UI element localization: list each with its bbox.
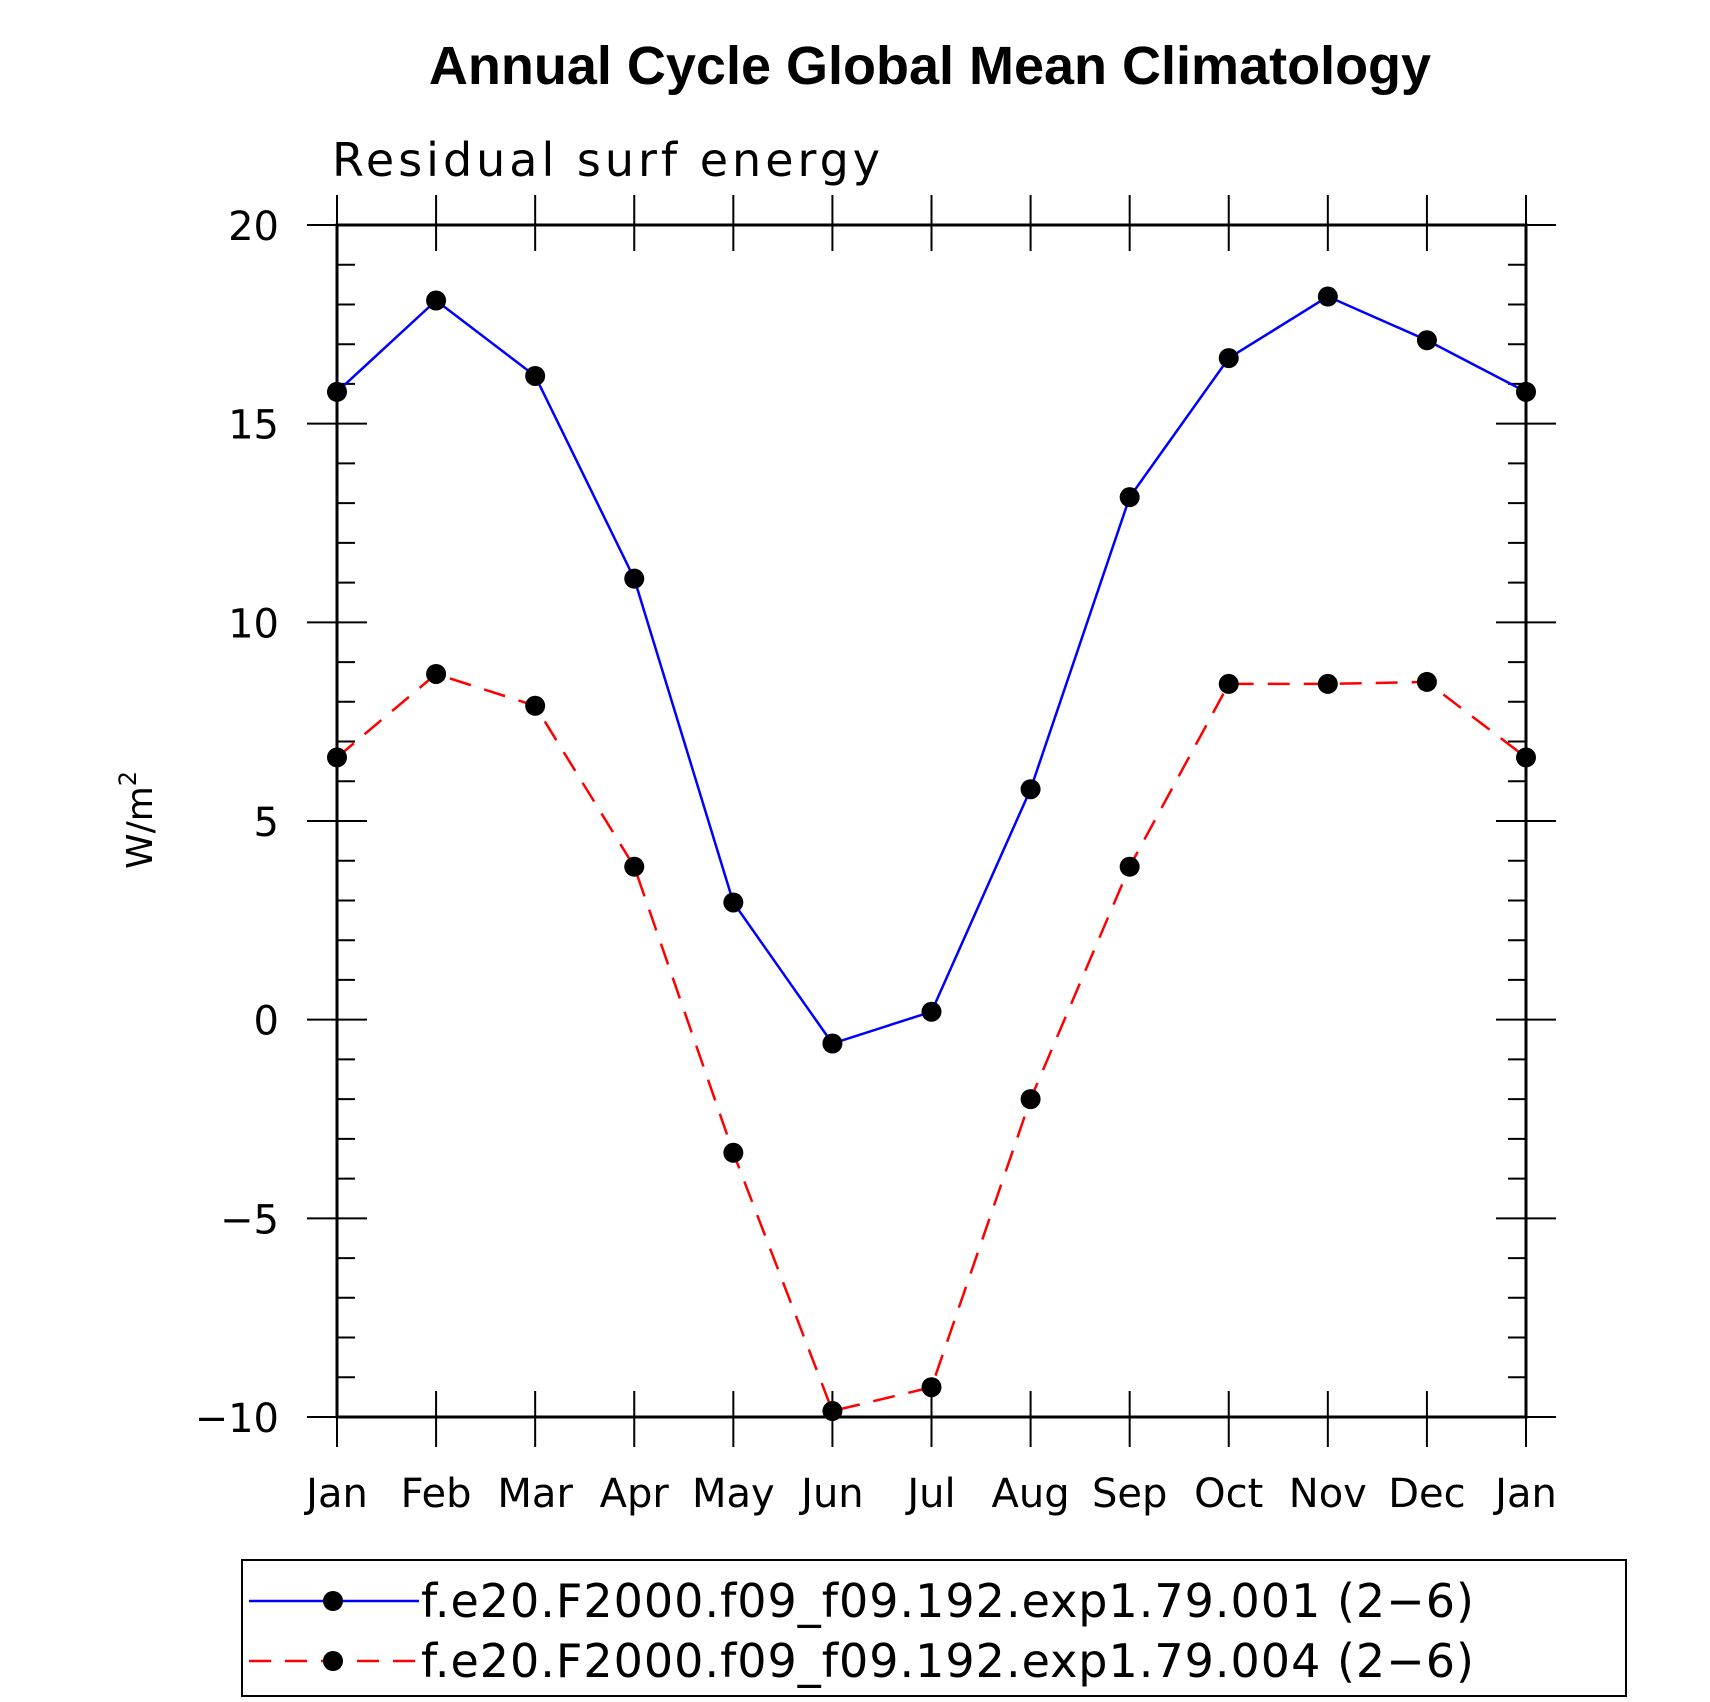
chart-subtitle: Residual surf energy bbox=[332, 133, 884, 187]
data-point bbox=[1020, 779, 1041, 800]
data-point bbox=[327, 381, 347, 402]
y-tick-label: −10 bbox=[195, 1396, 279, 1442]
y-tick-label: 5 bbox=[254, 800, 279, 846]
legend: f.e20.F2000.f09_f09.192.exp1.79.001 (2−6… bbox=[241, 1559, 1627, 1697]
legend-marker bbox=[323, 1591, 343, 1611]
y-tick-label: 20 bbox=[228, 204, 279, 250]
data-point bbox=[723, 1142, 744, 1163]
data-point bbox=[1317, 286, 1338, 307]
data-point bbox=[1416, 671, 1437, 692]
x-tick-label: Mar bbox=[497, 1471, 573, 1517]
data-point bbox=[723, 892, 744, 913]
series-line bbox=[336, 295, 1527, 1045]
data-point bbox=[624, 568, 645, 589]
y-tick-label: −5 bbox=[220, 1197, 279, 1243]
data-point bbox=[1119, 856, 1140, 877]
data-point bbox=[525, 695, 546, 716]
plot-frame bbox=[335, 223, 1528, 1419]
y-axis-label-text: W/m bbox=[120, 786, 161, 869]
y-tick-label: 15 bbox=[228, 403, 279, 449]
svg-text:W/m2: W/m2 bbox=[114, 771, 161, 869]
data-point bbox=[822, 1401, 843, 1422]
data-point bbox=[1020, 1089, 1041, 1110]
chart-title: Annual Cycle Global Mean Climatology bbox=[429, 36, 1431, 96]
x-tick-label: Jan bbox=[1492, 1471, 1557, 1517]
axes: −10 −5 0 5 10 15 20 Jan Feb Mar Apr May Jun Jul Aug Sep… bbox=[195, 195, 1557, 1517]
series-line bbox=[336, 672, 1527, 1413]
data-point bbox=[525, 365, 546, 386]
data-point bbox=[1218, 348, 1239, 369]
legend-box bbox=[241, 1559, 1627, 1697]
y-tick-label: 0 bbox=[254, 999, 279, 1045]
legend-label: f.e20.F2000.f09_f09.192.exp1.79.004 (2−6… bbox=[421, 1634, 1475, 1688]
x-tick-label: Sep bbox=[1092, 1471, 1167, 1517]
data-point bbox=[1218, 673, 1239, 694]
x-tick-label: Apr bbox=[600, 1471, 670, 1517]
data-point bbox=[426, 290, 447, 311]
legend-marker bbox=[323, 1651, 343, 1671]
data-point bbox=[1317, 673, 1338, 694]
data-point bbox=[426, 663, 447, 684]
data-point bbox=[921, 1377, 942, 1398]
x-tick-label: Aug bbox=[992, 1471, 1070, 1517]
data-point bbox=[822, 1033, 843, 1054]
data-point bbox=[1119, 487, 1140, 508]
data-point bbox=[624, 856, 645, 877]
x-tick-label: May bbox=[692, 1471, 775, 1517]
x-tick-label: Jun bbox=[798, 1471, 864, 1517]
x-tick-label: Jan bbox=[303, 1471, 368, 1517]
data-point bbox=[1516, 381, 1536, 402]
series-layer bbox=[327, 286, 1536, 1422]
y-tick-label: 10 bbox=[228, 601, 279, 647]
data-point bbox=[327, 747, 347, 768]
y-axis-label-exponent: 2 bbox=[114, 771, 142, 786]
data-point bbox=[1516, 747, 1536, 768]
y-axis-label: W/m2 bbox=[114, 771, 161, 869]
x-tick-label: Feb bbox=[401, 1471, 472, 1517]
legend-label: f.e20.F2000.f09_f09.192.exp1.79.001 (2−6… bbox=[421, 1574, 1475, 1628]
x-tick-label: Jul bbox=[904, 1471, 955, 1517]
data-point bbox=[921, 1001, 942, 1022]
x-tick-label: Dec bbox=[1388, 1471, 1465, 1517]
data-point bbox=[1416, 330, 1437, 351]
x-tick-label: Nov bbox=[1289, 1471, 1367, 1517]
x-tick-label: Oct bbox=[1194, 1471, 1263, 1517]
